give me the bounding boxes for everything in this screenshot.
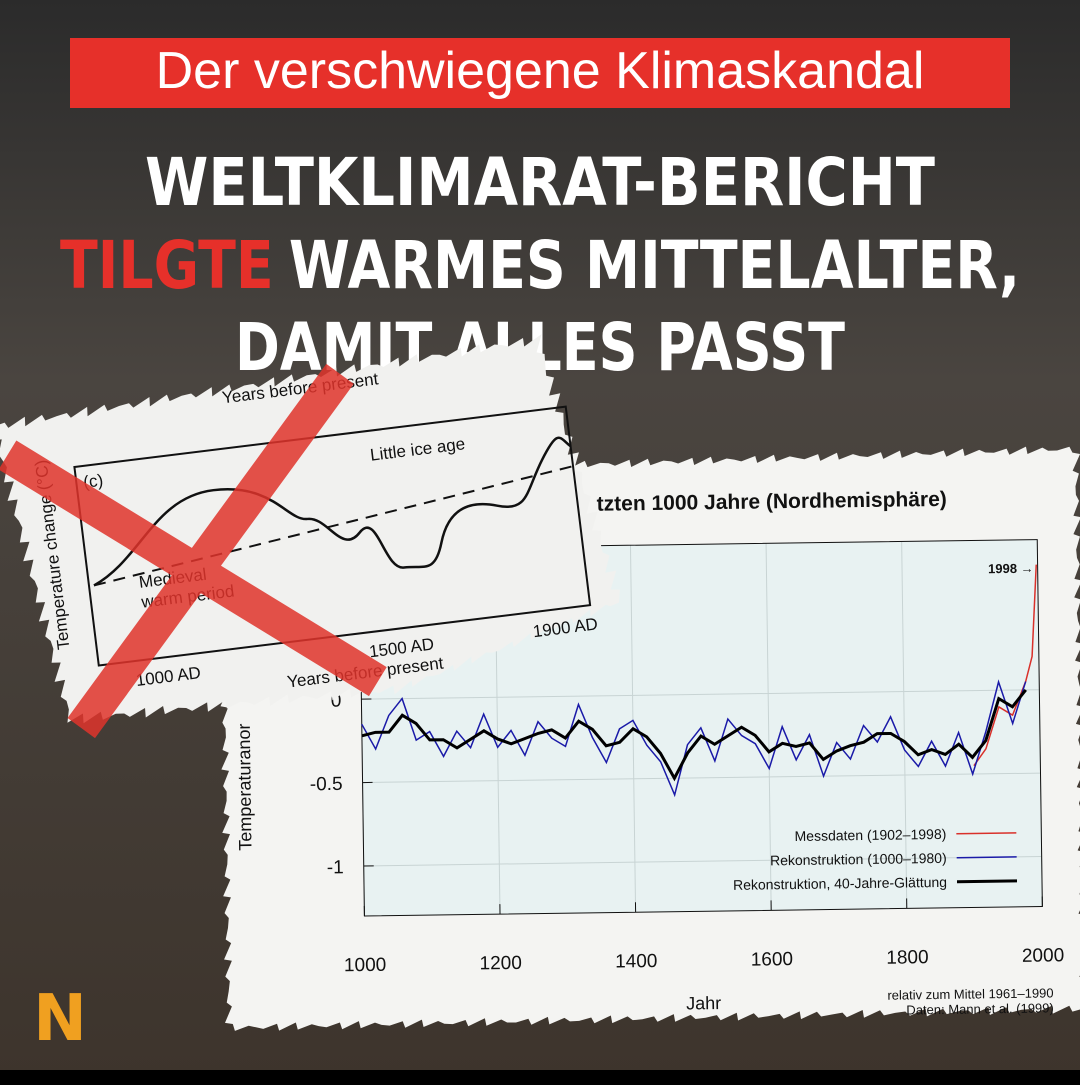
x-axis-label: Jahr	[686, 993, 721, 1013]
chart: tzten 1000 Jahre (Nordhemisphäre) Tempera…	[234, 488, 1065, 1018]
x-tick-label: 2000	[1022, 945, 1065, 967]
grid-line	[765, 543, 772, 911]
headline-2-rest: WARMES MITTELALTER,	[289, 227, 1020, 304]
legend-label: Messdaten (1902–1998)	[794, 826, 946, 844]
clip-curve	[93, 436, 572, 587]
grid-line	[901, 541, 908, 909]
legend-swatch	[956, 856, 1017, 859]
banner: Der verschwiegene Klimaskandal	[156, 42, 925, 100]
banner-box	[70, 38, 1010, 108]
plot-frame	[358, 539, 1043, 917]
y-tick-label: 0	[331, 690, 342, 711]
headline-1: WELTKLIMARAT-BERICHT	[145, 144, 935, 221]
red-cross	[0, 363, 387, 739]
headline-highlight: TILGTE	[60, 227, 274, 304]
grid-line	[362, 772, 1041, 784]
legend-label: Rekonstruktion, 40-Jahre-Glättung	[733, 874, 947, 893]
note: Daten: Mann et al. (1999)	[906, 1000, 1054, 1017]
grid-line	[363, 855, 1042, 867]
y-tick-label: -0.5	[310, 774, 343, 795]
note: relativ zum Mittel 1961–1990	[887, 985, 1053, 1002]
x-tick-label: 1600	[751, 949, 794, 971]
clipping: Years before present (c) Little ice age …	[0, 334, 620, 739]
bottom-strip	[0, 1070, 1080, 1085]
series-line	[973, 564, 1037, 767]
legend-swatch	[956, 879, 1018, 884]
annotation: 1998 →	[988, 561, 1034, 577]
x-tick-label: 1200	[479, 953, 522, 975]
headline-2: TILGTEWARMES MITTELALTER,	[60, 227, 1020, 304]
grid-line	[361, 689, 1040, 700]
clip-frame	[73, 405, 592, 667]
y-tick-label: -1	[327, 857, 344, 878]
x-tick-label: 1000	[344, 955, 387, 977]
legend-swatch	[956, 832, 1017, 835]
series-line	[361, 679, 1027, 798]
y-axis-label: Temperaturanor	[234, 723, 256, 850]
x-tick-label: 1400	[615, 951, 658, 973]
series-line	[361, 688, 1027, 782]
x-tick-label: 1800	[886, 947, 929, 969]
chart-title: tzten 1000 Jahre (Nordhemisphäre)	[597, 488, 947, 516]
legend-label: Rekonstruktion (1000–1980)	[770, 850, 947, 868]
logo: N	[33, 982, 87, 1056]
